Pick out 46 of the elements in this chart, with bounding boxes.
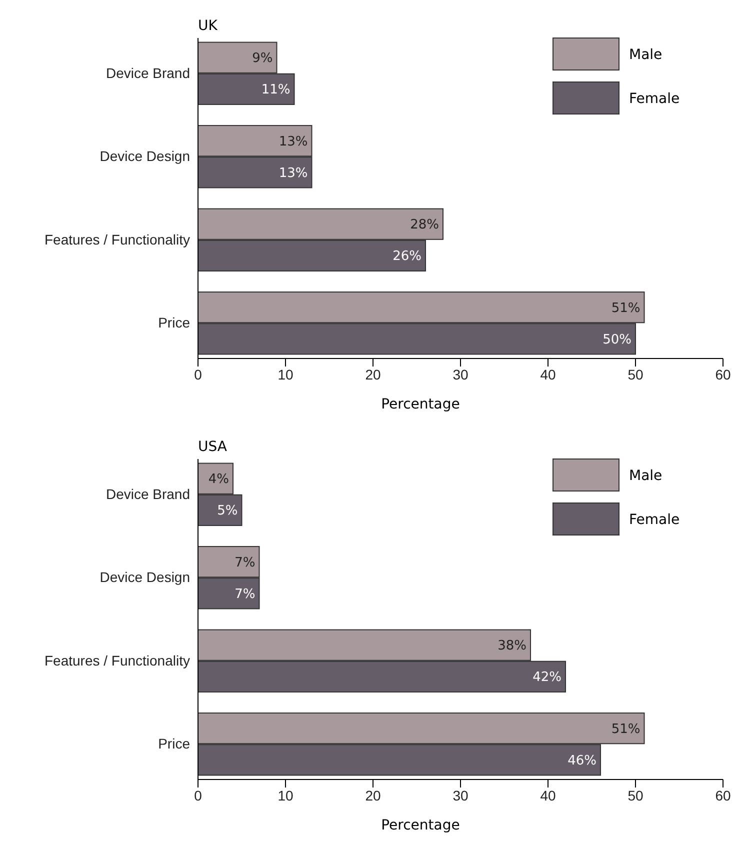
y-tick-label: Price	[158, 314, 190, 331]
legend-label: Female	[629, 90, 680, 107]
data-label: 9%	[252, 51, 273, 66]
x-tick-label: 0	[194, 366, 202, 382]
x-tick-label: 40	[540, 786, 556, 803]
x-tick-label: 10	[278, 366, 294, 382]
data-label: 50%	[602, 332, 632, 348]
x-tick-label: 50	[628, 366, 644, 382]
x-tick-label: 0	[194, 786, 202, 803]
legend-label: Female	[629, 511, 680, 528]
x-tick-label: 50	[628, 786, 644, 803]
y-tick-label: Device Brand	[106, 64, 190, 81]
data-label: 26%	[392, 249, 422, 264]
y-tick-label: Features / Functionality	[44, 652, 190, 668]
chart-title: UK	[198, 18, 218, 34]
x-tick-label: 30	[452, 366, 468, 382]
data-label: 51%	[611, 721, 640, 736]
data-label: 28%	[410, 218, 439, 233]
data-label: 46%	[568, 752, 596, 768]
x-axis-title: Percentage	[381, 396, 460, 412]
x-tick-label: 30	[452, 786, 468, 803]
chart-title: USA	[198, 438, 228, 454]
legend-label: Male	[629, 46, 662, 63]
data-label: 51%	[611, 300, 640, 316]
y-tick-label: Device Design	[100, 568, 190, 585]
data-label: 5%	[217, 503, 238, 518]
y-tick-label: Device Design	[100, 148, 190, 164]
x-tick-label: 40	[540, 366, 556, 382]
x-tick-label: 10	[278, 786, 294, 803]
x-tick-label: 60	[715, 786, 731, 803]
data-label: 4%	[208, 472, 229, 487]
data-label: 13%	[278, 166, 308, 181]
y-tick-label: Features / Functionality	[44, 231, 190, 248]
y-tick-label: Price	[158, 735, 190, 752]
x-tick-label: 60	[715, 366, 731, 382]
y-tick-label: Device Brand	[106, 485, 190, 502]
data-label: 11%	[261, 82, 290, 98]
x-axis-title: Percentage	[381, 817, 460, 833]
data-label: 38%	[498, 638, 526, 654]
x-tick-label: 20	[365, 786, 381, 803]
legend-label: Male	[629, 467, 662, 484]
x-tick-label: 20	[365, 366, 381, 382]
data-label: 13%	[278, 134, 308, 150]
data-label: 7%	[234, 586, 256, 602]
data-label: 42%	[532, 670, 562, 685]
data-label: 7%	[234, 554, 256, 570]
